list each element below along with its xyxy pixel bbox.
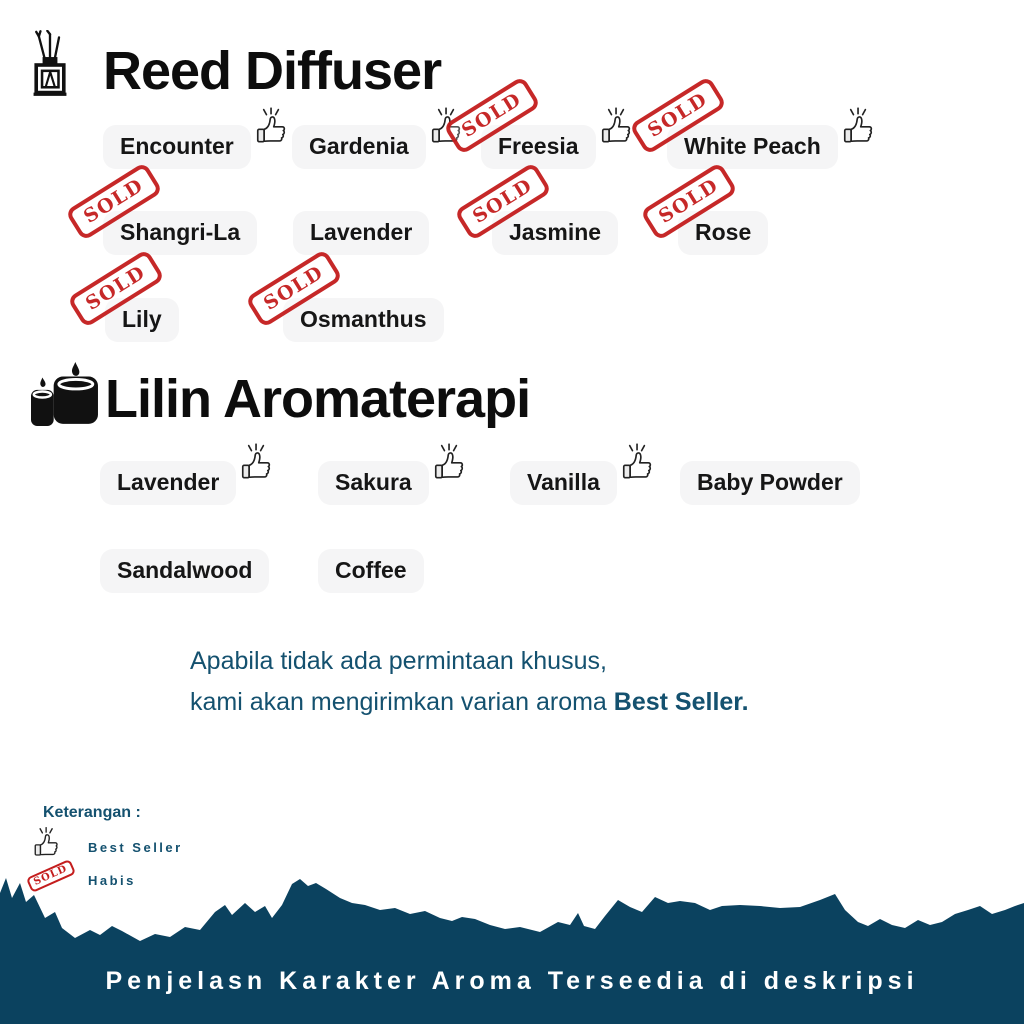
variant-pill: Osmanthus SOLD — [244, 248, 444, 342]
note-line1: Apabila tidak ada permintaan khusus, — [190, 647, 607, 675]
section-title-lilin-aromaterapi: Lilin Aromaterapi — [105, 369, 531, 429]
variant-pill: Freesia SOLD — [442, 75, 630, 169]
variant-name: Vanilla — [510, 461, 617, 505]
variant-pill: Lavender — [100, 443, 271, 505]
variant-pill: Lavender — [293, 211, 430, 255]
variant-name: Encounter — [103, 125, 251, 169]
variant-pill: Sandalwood — [100, 549, 270, 593]
variant-pill: Encounter — [103, 107, 285, 169]
thumbs-up-icon — [34, 826, 58, 856]
variant-pill: Jasmine SOLD — [453, 161, 619, 255]
footer-text: Penjelasn Karakter Aroma Terseedia di de… — [105, 967, 919, 995]
variant-name: Coffee — [318, 549, 424, 593]
variant-name: Freesia — [481, 125, 596, 169]
variant-name: Baby Powder — [680, 461, 860, 505]
note-line2: kami akan mengirimkan varian aroma — [190, 688, 614, 716]
variant-name: Jasmine — [492, 211, 619, 255]
variant-pill: Shangri-La SOLD — [64, 161, 258, 255]
thumbs-up-icon — [242, 443, 271, 479]
variant-pill: Lily SOLD — [66, 248, 179, 342]
variant-name: White Peach — [667, 125, 838, 169]
thumbs-up-icon — [843, 107, 872, 143]
torn-edge-silhouette — [0, 878, 1024, 1024]
reed-diffuser-icon — [33, 30, 67, 96]
variant-pill: White Peach SOLD — [628, 75, 872, 169]
legend-best-seller-label: Best Seller — [88, 840, 183, 855]
variant-name: Osmanthus — [283, 298, 444, 342]
variant-pill: Coffee — [318, 549, 424, 593]
variant-name: Rose — [678, 211, 769, 255]
variant-pill: Rose SOLD — [639, 161, 769, 255]
legend-habis-label: Habis — [88, 873, 136, 888]
variant-name: Sakura — [318, 461, 429, 505]
candle-icon — [31, 362, 98, 426]
variant-name: Lavender — [100, 461, 237, 505]
variant-pill: Gardenia — [292, 107, 460, 169]
thumbs-up-icon — [601, 107, 630, 143]
variant-pill: Sakura — [318, 443, 463, 505]
legend-title: Keterangan : — [43, 804, 141, 821]
variant-pill: Vanilla — [510, 443, 652, 505]
variant-pill: Baby Powder — [680, 461, 860, 505]
note-best-seller: Best Seller. — [613, 688, 749, 716]
variant-name: Gardenia — [292, 125, 426, 169]
thumbs-up-icon — [622, 443, 652, 479]
variant-name: Sandalwood — [100, 549, 270, 593]
shipping-note: Apabila tidak ada permintaan khusus, kam… — [190, 641, 749, 723]
section-title-reed-diffuser: Reed Diffuser — [103, 41, 442, 101]
variant-name: Lavender — [293, 211, 430, 255]
thumbs-up-icon — [431, 107, 460, 143]
thumbs-up-icon — [434, 443, 463, 479]
variant-name: Lily — [105, 298, 179, 342]
thumbs-up-icon — [256, 107, 285, 143]
variant-name: Shangri-La — [103, 211, 258, 255]
